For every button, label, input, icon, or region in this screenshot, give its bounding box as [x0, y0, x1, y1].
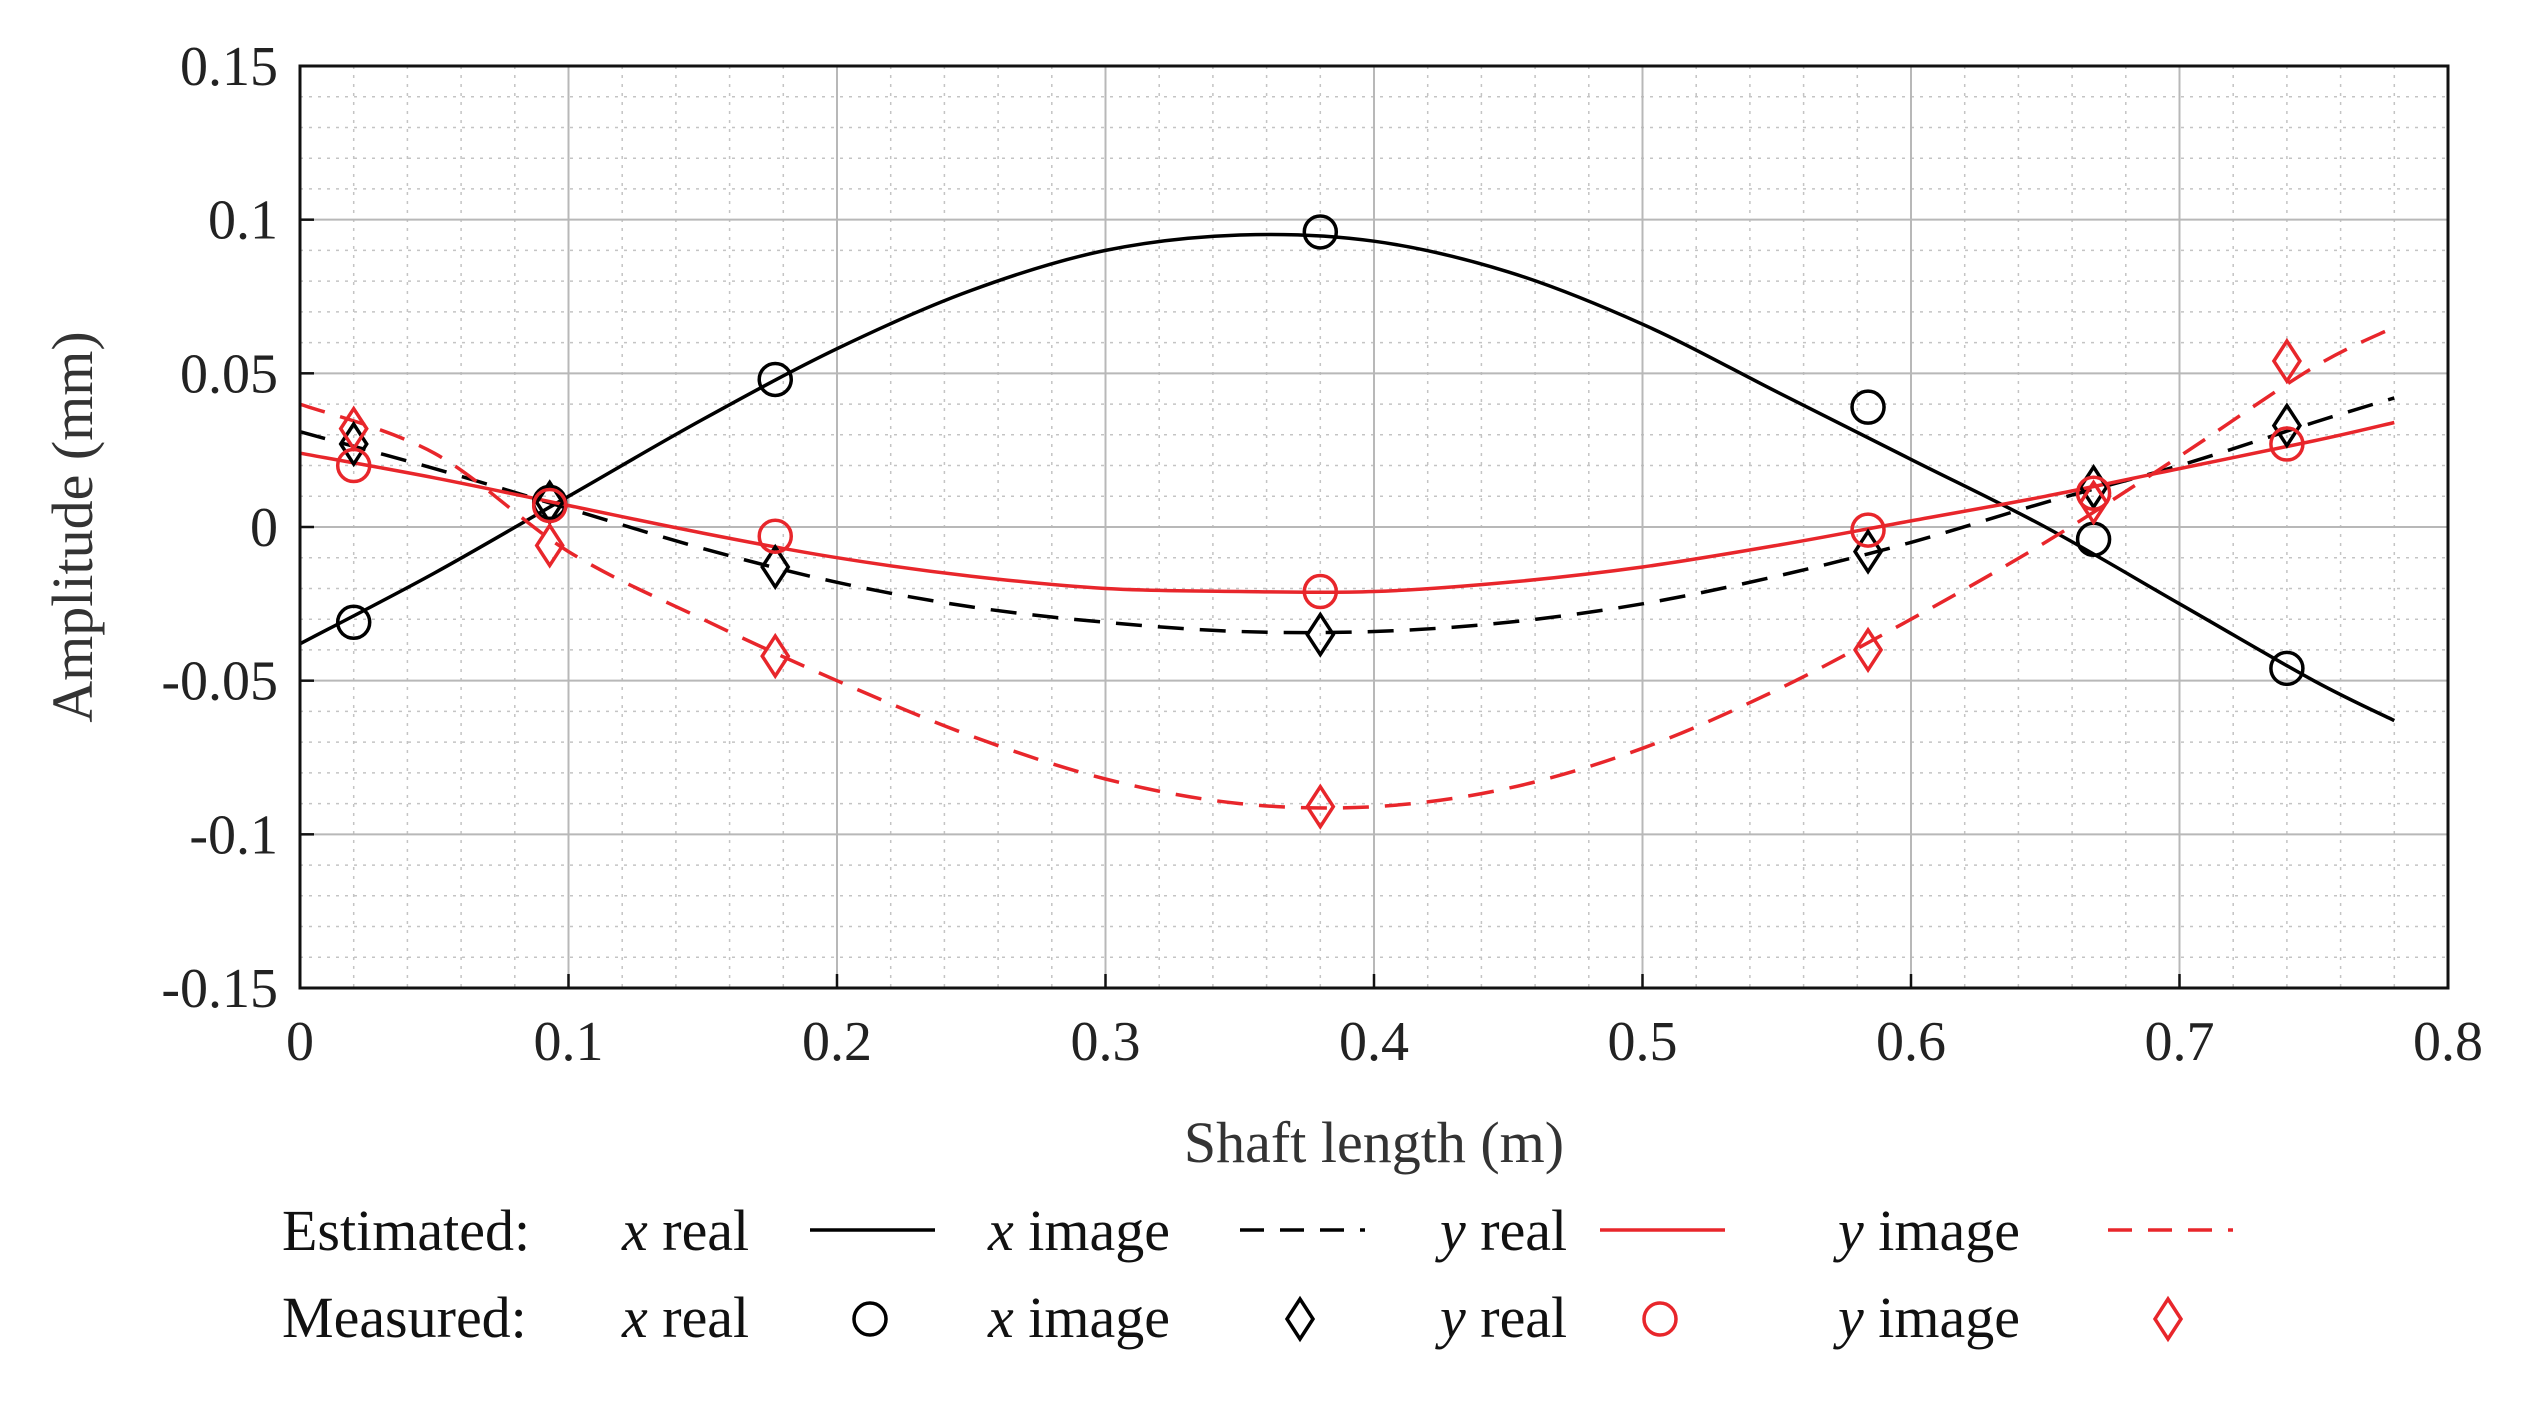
legend-measured-y-image: y image: [1833, 1285, 2020, 1350]
x-tick-label: 0.3: [1071, 1011, 1141, 1073]
measured-y-image-point: [534, 522, 565, 569]
measured-y-real-point: [757, 518, 793, 554]
legend-estimated-label: Estimated:: [282, 1198, 530, 1263]
legend-measured-x-real: x real: [621, 1285, 749, 1350]
x-tick-label: 0.4: [1339, 1011, 1409, 1073]
measured-y-image-point: [1305, 783, 1336, 830]
legend-estimated-x-real: x real: [621, 1198, 749, 1263]
x-tick-label: 0.5: [1608, 1011, 1678, 1073]
estimated-x-real-line: [299, 232, 2396, 723]
legend-measured-x-real-swatch: [852, 1301, 888, 1337]
legend-measured-label: Measured:: [282, 1285, 527, 1350]
estimated-x-image-line: [299, 396, 2395, 635]
measured-x-real-point: [757, 361, 793, 398]
y-tick-label: 0.1: [208, 190, 278, 252]
legend-measured-x-image-swatch: [1284, 1295, 1316, 1343]
legend-estimated-y-real: y real: [1435, 1198, 1567, 1263]
y-axis-ticks: -0.15 -0.1 -0.05 0 0.05 0.1 0.15: [161, 36, 314, 1020]
x-tick-label: 0.6: [1876, 1011, 1946, 1073]
y-axis-label: Amplitude (mm): [40, 331, 105, 722]
legend-measured-y-real-swatch: [1642, 1301, 1678, 1337]
legend-measured-y-real: y real: [1435, 1285, 1567, 1350]
measured-x-image-point: [760, 543, 791, 591]
measured-y-image-point: [760, 632, 791, 680]
measured-x-real-point: [1302, 214, 1339, 250]
x-axis-label: Shaft length (m): [1184, 1110, 1564, 1175]
measured-y-real-points: [335, 426, 2305, 610]
y-tick-label: -0.15: [161, 958, 278, 1020]
measured-y-image-point: [1852, 626, 1884, 674]
measured-x-image-point: [1305, 611, 1336, 658]
measured-x-real-point: [1850, 389, 1886, 425]
measured-y-real-point: [2075, 475, 2112, 511]
measured-x-real-point: [335, 604, 372, 641]
legend-measured-y-image-swatch: [2152, 1295, 2184, 1343]
measured-x-image-point: [2271, 402, 2302, 449]
measured-y-image-point: [2271, 337, 2302, 385]
x-tick-label: 0.2: [802, 1011, 872, 1073]
measured-y-image-points: [338, 337, 2302, 830]
measured-y-real-point: [531, 487, 568, 524]
y-tick-label: -0.1: [189, 804, 278, 866]
x-tick-label: 0.8: [2413, 1011, 2483, 1073]
legend-estimated-x-image: x image: [987, 1198, 1170, 1263]
y-tick-label: 0: [250, 497, 278, 559]
legend-estimated-y-image: y image: [1833, 1198, 2020, 1263]
y-tick-label: 0.05: [180, 343, 278, 405]
estimated-series: [299, 232, 2396, 810]
x-tick-label: 0.7: [2145, 1011, 2215, 1073]
legend: Estimated: Measured: x real x real x image x …: [282, 1198, 2233, 1350]
measured-x-real-point: [2269, 650, 2305, 687]
estimated-y-real-line: [299, 420, 2395, 595]
measured-y-real-point: [1850, 512, 1886, 548]
x-tick-label: 0.1: [534, 1011, 604, 1073]
measured-y-real-point: [1302, 573, 1339, 610]
measured-y-image-point: [338, 405, 369, 452]
measured-series: [335, 214, 2305, 830]
measured-y-real-point: [2269, 426, 2305, 462]
y-tick-label: 0.15: [180, 36, 278, 98]
legend-measured-x-image: x image: [987, 1285, 1170, 1350]
measured-y-image-point: [2078, 479, 2109, 526]
x-axis-ticks: 0 0.1 0.2 0.3 0.4 0.5 0.6 0.7 0.8: [286, 974, 2483, 1073]
x-tick-label: 0: [286, 1011, 314, 1073]
y-tick-label: -0.05: [161, 651, 278, 713]
